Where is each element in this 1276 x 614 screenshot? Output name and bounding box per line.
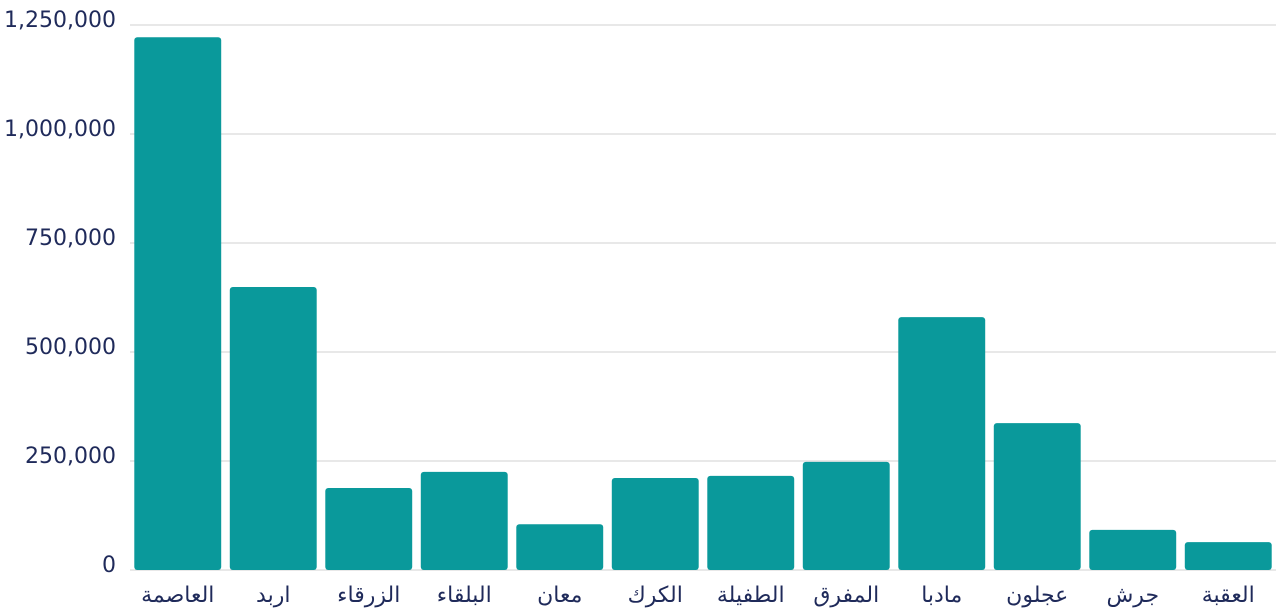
- y-tick-label: 250,000: [25, 444, 116, 469]
- bar: [134, 37, 222, 570]
- y-tick-label: 500,000: [25, 335, 116, 360]
- bar: [802, 461, 890, 570]
- x-tick-label: عجلون: [1006, 583, 1068, 608]
- x-tick-label: الكرك: [628, 583, 683, 608]
- y-tick-label: 0: [102, 553, 116, 578]
- x-tick-label: العقبة: [1202, 583, 1255, 608]
- bar: [993, 423, 1081, 570]
- bar: [898, 317, 986, 570]
- bar: [1184, 542, 1272, 570]
- x-tick-label: الطفيلة: [717, 583, 785, 608]
- x-tick-label: البلقاء: [437, 583, 492, 608]
- x-tick-label: اربد: [256, 583, 290, 608]
- bar: [420, 471, 508, 570]
- x-tick-label: المفرق: [813, 583, 879, 608]
- y-tick-label: 750,000: [25, 226, 116, 251]
- bar: [707, 475, 795, 570]
- x-tick-label: معان: [537, 583, 582, 608]
- bar: [516, 524, 604, 570]
- bar: [1089, 529, 1177, 570]
- bar: [611, 478, 699, 570]
- x-tick-label: العاصمة: [141, 583, 214, 608]
- y-tick-label: 1,000,000: [4, 117, 116, 142]
- bar: [325, 488, 413, 570]
- y-tick-label: 1,250,000: [4, 8, 116, 33]
- bar: [229, 287, 317, 570]
- x-tick-label: الزرقاء: [337, 583, 400, 608]
- x-tick-label: مادبا: [921, 583, 962, 608]
- x-tick-label: جرش: [1106, 583, 1159, 608]
